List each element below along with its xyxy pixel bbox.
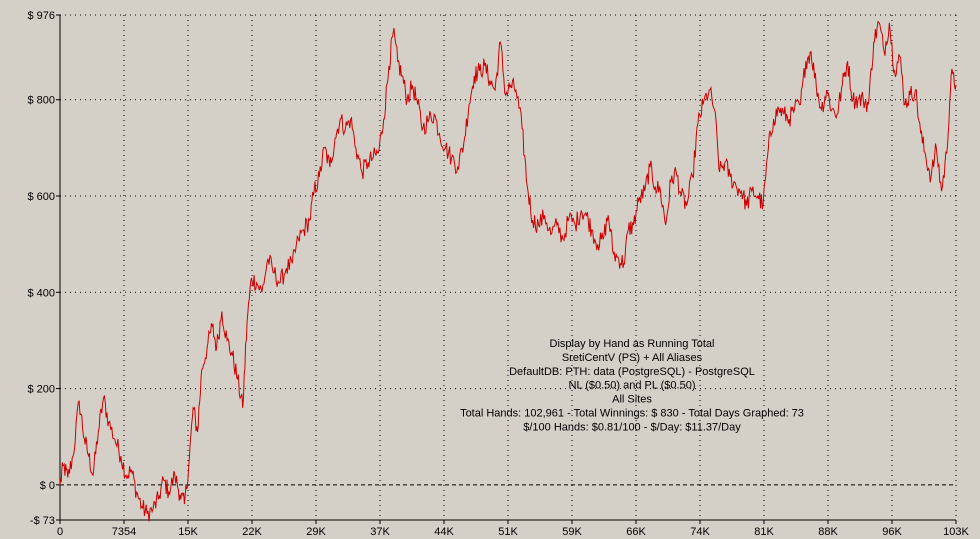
- y-tick-labels: $ 976 $ 800 $ 600 $ 400 $ 200 $ 0 -$ 73: [27, 10, 60, 527]
- series-line: [59, 20, 957, 522]
- x-tick-label: 0: [57, 526, 63, 538]
- info-block: Display by Hand as Running Total SretiCen…: [460, 338, 804, 433]
- y-tick-label: $ 200: [27, 384, 55, 396]
- x-tick-label: 103K: [943, 526, 969, 538]
- info-line: SretiCentV (PS) + All Aliases: [562, 352, 703, 364]
- info-line: $/100 Hands: $0.81/100 - $/Day: $11.37/D…: [523, 421, 741, 433]
- x-tick-label: 88K: [818, 526, 838, 538]
- x-tick-label: 51K: [498, 526, 518, 538]
- info-line: Total Hands: 102,961 - Total Winnings: $…: [460, 408, 804, 420]
- y-tick-label: $ 976: [27, 10, 55, 22]
- x-tick-label: 44K: [434, 526, 454, 538]
- y-tick-label: $ 600: [27, 191, 55, 203]
- y-tick-label: $ 400: [27, 287, 55, 299]
- x-tick-label: 15K: [178, 526, 198, 538]
- x-tick-label: 7354: [112, 526, 136, 538]
- x-tick-label: 59K: [562, 526, 582, 538]
- info-line: DefaultDB: PTH: data (PostgreSQL) - Post…: [509, 366, 755, 378]
- y-tick-label: $ 0: [40, 480, 55, 492]
- x-tick-label: 22K: [242, 526, 262, 538]
- x-tick-label: 37K: [370, 526, 390, 538]
- x-tick-label: 74K: [690, 526, 710, 538]
- series-lines: [59, 20, 957, 522]
- x-tick-label: 66K: [626, 526, 646, 538]
- info-line: NL ($0.50) and PL ($0.50): [569, 380, 696, 392]
- y-tick-label: -$ 73: [30, 515, 55, 527]
- x-tick-labels: 0 7354 15K 22K 29K 37K 44K 51K 59K 66K 74K 81K 88K 96…: [57, 520, 970, 538]
- x-tick-label: 29K: [306, 526, 326, 538]
- y-tick-label: $ 800: [27, 95, 55, 107]
- x-tick-label: 81K: [754, 526, 774, 538]
- grid-lines: [60, 14, 957, 520]
- info-line: Display by Hand as Running Total: [550, 338, 715, 350]
- info-line: All Sites: [612, 394, 652, 406]
- x-tick-label: 96K: [882, 526, 902, 538]
